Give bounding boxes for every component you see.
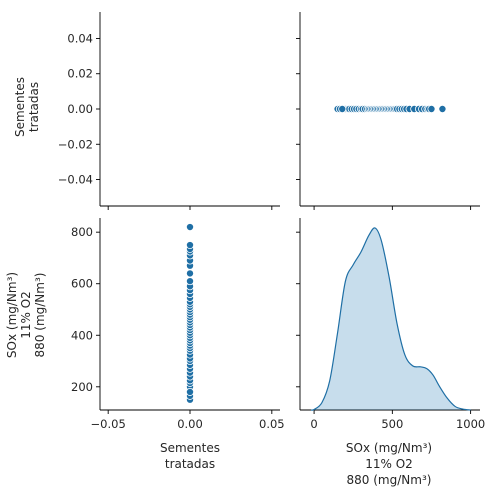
scatter-point <box>185 269 194 278</box>
x-axis-label-sementes: Sementes tratadas <box>160 441 220 471</box>
scatter-point <box>185 277 194 286</box>
x-axis-label-line: tratadas <box>165 457 215 471</box>
y-axis-label-line: Sementes <box>13 77 27 137</box>
x-axis-label-sox: SOx (mg/Nm³) 11% O2 880 (mg/Nm³) <box>346 441 432 487</box>
x-tick-label: 0 <box>310 417 317 431</box>
y-tick-label: 0.02 <box>67 67 93 81</box>
panel-sox-kde: 0 500 1000 <box>296 218 485 431</box>
y-tick-label: 600 <box>71 277 93 291</box>
x-tick-label: 0.05 <box>259 417 285 431</box>
x-tick-label: 1000 <box>456 417 485 431</box>
x-tick-label: 0.00 <box>177 417 203 431</box>
y-tick-label: 200 <box>71 380 93 394</box>
x-axis-label-line: 880 (mg/Nm³) <box>347 473 432 487</box>
y-axis-label-sox: SOx (mg/Nm³) 11% O2 880 (mg/Nm³) <box>5 272 47 358</box>
panel-sementes-vs-sox: 800 600 400 200 −0.05 0.00 0.05 <box>71 218 285 431</box>
x-tick-label: 500 <box>381 417 403 431</box>
panel-sementes-vs-sementes: 0.04 0.02 0.00 −0.02 −0.04 <box>58 12 280 210</box>
kde-area <box>310 227 471 411</box>
y-tick-label: 800 <box>71 225 93 239</box>
y-axis-label-line: tratadas <box>27 82 41 132</box>
y-axis-label-line: 880 (mg/Nm³) <box>33 273 47 358</box>
y-tick-label: −0.04 <box>58 173 93 187</box>
panel-sox-vs-sementes <box>296 12 480 210</box>
scatter-point <box>185 241 194 250</box>
y-tick-label: 0.04 <box>67 31 93 45</box>
y-tick-label: 400 <box>71 328 93 342</box>
y-axis-label-line: SOx (mg/Nm³) <box>5 272 19 358</box>
y-tick-label: −0.02 <box>58 137 93 151</box>
x-axis-label-line: 11% O2 <box>365 457 413 471</box>
x-tick-label: −0.05 <box>91 417 126 431</box>
scatter-point <box>185 387 194 396</box>
scatter-point <box>427 105 436 114</box>
scatter-point <box>338 105 347 114</box>
x-axis-label-line: SOx (mg/Nm³) <box>346 441 432 455</box>
x-axis-label-line: Sementes <box>160 441 220 455</box>
y-axis-label-line: 11% O2 <box>19 291 33 339</box>
y-tick-label: 0.00 <box>67 102 93 116</box>
kde-curve <box>310 227 471 411</box>
scatter-point <box>438 105 447 114</box>
y-axis-label-sementes: Sementes tratadas <box>13 77 41 137</box>
scatter-point <box>185 223 194 232</box>
